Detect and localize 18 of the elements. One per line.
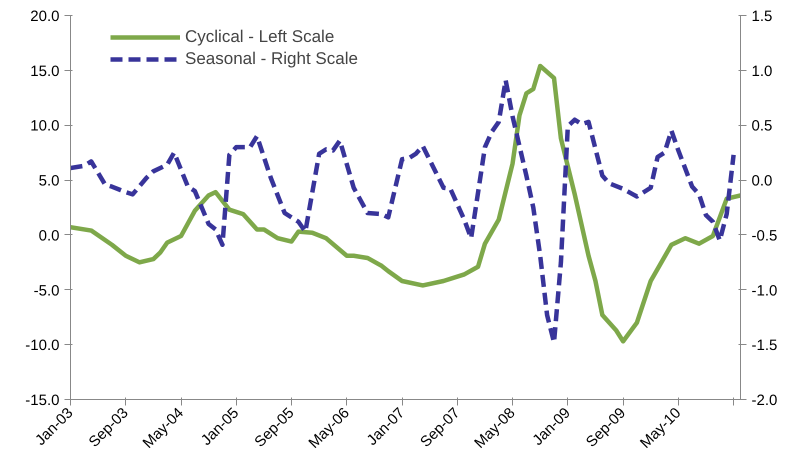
y2-tick-label: 0.0 [752,172,772,190]
y-tick-label: 10.0 [30,118,60,135]
y2-tick-label: 0.5 [752,118,772,135]
y-tick-label: 15.0 [30,62,60,80]
y-tick-label: 0.0 [38,227,60,244]
legend-label: Seasonal - Right Scale [185,49,358,69]
y2-tick-label: -0.5 [752,227,778,244]
y-tick-label: 5.0 [38,172,60,190]
y-tick-label: -5.0 [34,282,60,300]
y2-tick-label: -1.5 [752,337,778,354]
legend-label: Cyclical - Left Scale [185,27,334,47]
y2-tick-label: -2.0 [752,392,778,409]
y2-tick-label: 1.0 [752,62,772,80]
y2-tick-label: 1.5 [752,8,772,25]
y2-tick-label: -1.0 [752,282,778,300]
y-tick-label: -15.0 [25,392,60,409]
y-tick-label: -10.0 [25,337,60,354]
y-tick-label: 20.0 [30,8,60,25]
